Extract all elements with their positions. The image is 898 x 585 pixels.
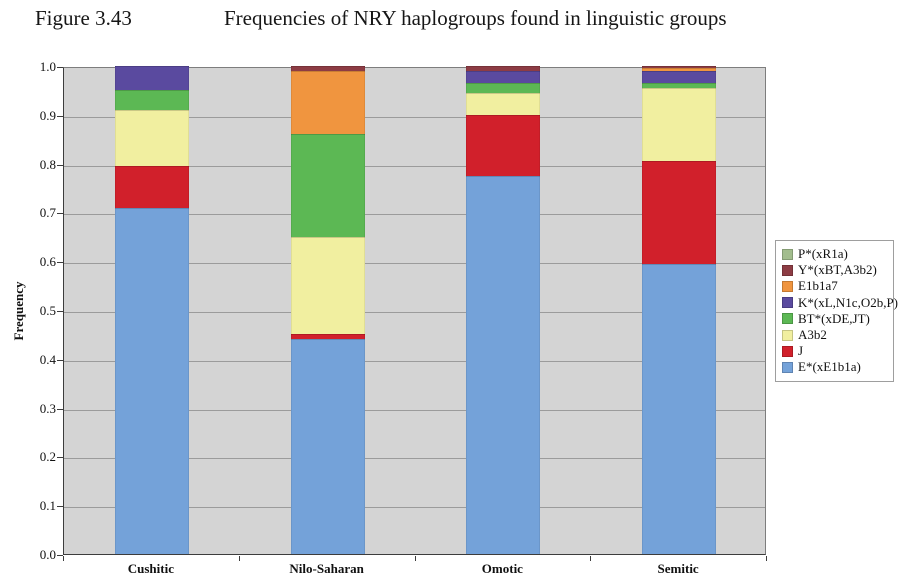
y-tick-mark [57,555,63,556]
gridline-0.4 [64,360,765,362]
gridline-0.5 [64,312,765,313]
legend-swatch [782,264,793,276]
legend-item: J [782,343,891,359]
legend-swatch [782,280,793,292]
bar-segment-cushitic-A3b2 [114,109,189,167]
y-tick-mark [57,359,63,361]
x-tick-mark [590,556,592,561]
x-category-label-semitic: Semitic [657,561,699,576]
legend-label: Y*(xBT,A3b2) [798,262,877,278]
x-tick-mark [63,556,64,561]
x-tick-mark [766,556,767,561]
bar-segment-cushitic-E*(xE1b1a) [114,207,189,554]
legend-item: E*(xE1b1a) [782,359,891,375]
gridline-0.2 [64,458,765,460]
bar-segment-nilo-saharan-BT*(xDE,JT) [290,134,365,237]
legend-label: BT*(xDE,JT) [798,310,870,326]
figure-number: Figure 3.43 [35,6,132,30]
bar-segment-nilo-saharan-J [290,334,365,340]
y-tick-mark [57,67,63,68]
bar-segment-nilo-saharan-E1b1a7 [290,70,365,135]
gridline-0.8 [64,165,765,167]
y-tick-mark [57,408,63,410]
y-tick-label-0.5: 0.5 [39,303,56,318]
bar-segment-nilo-saharan-A3b2 [290,236,365,335]
bar-segment-cushitic-K*(xL,N1c,O2b,P) [114,66,189,91]
x-category-label-cushitic: Cushitic [127,561,174,576]
y-tick-mark [57,213,63,215]
y-tick-mark [57,506,63,508]
bar-segment-omotic-K*(xL,N1c,O2b,P) [466,70,541,84]
y-tick-label-1.0: 1.0 [39,59,56,74]
legend-swatch [782,313,793,325]
gridline-0.7 [64,214,765,216]
bar-segment-omotic-E*(xE1b1a) [466,175,541,554]
bar-segment-semitic-E*(xE1b1a) [642,263,717,554]
legend-label: P*(xR1a) [798,246,848,262]
bar-segment-semitic-E1b1a7 [642,68,717,71]
bar-segment-omotic-J [466,114,541,176]
bar-segment-nilo-saharan-E*(xE1b1a) [290,339,365,554]
legend-item: K*(xL,N1c,O2b,P) [782,295,898,311]
x-tick-mark [414,556,416,561]
y-tick-label-0.4: 0.4 [39,351,56,367]
legend-item: BT*(xDE,JT) [782,311,891,327]
y-tick-label-0.3: 0.3 [39,400,56,416]
gridline-0.9 [64,116,765,118]
y-tick-mark [57,115,63,117]
legend-swatch [782,248,793,260]
legend-item: E1b1a7 [782,278,891,294]
legend-item: Y*(xBT,A3b2) [782,262,891,278]
legend-label: E1b1a7 [798,278,838,294]
legend-label: K*(xL,N1c,O2b,P) [798,294,898,310]
x-category-label-nilo-saharan: Nilo-Saharan [289,561,364,576]
gridline-0.3 [64,409,765,411]
bar-segment-omotic-A3b2 [466,92,541,115]
bar-segment-semitic-K*(xL,N1c,O2b,P) [642,70,717,84]
y-tick-label-0.0: 0.0 [39,547,56,562]
y-tick-label-0.2: 0.2 [39,449,56,465]
legend-swatch [782,329,793,341]
y-tick-label-0.8: 0.8 [39,156,56,172]
bar-segment-cushitic-J [114,166,189,208]
legend-label: E*(xE1b1a) [798,359,861,375]
y-tick-label-0.7: 0.7 [39,205,56,221]
y-tick-label-0.1: 0.1 [39,498,56,514]
legend-label: J [798,343,804,359]
gridline-0.1 [64,507,765,509]
x-category-label-omotic: Omotic [481,561,523,576]
y-tick-mark [57,311,63,312]
y-tick-mark [57,262,63,264]
y-tick-label-0.6: 0.6 [39,254,56,270]
bar-segment-omotic-Y*(xBT,A3b2) [466,66,541,71]
figure-title: Frequencies of NRY haplogroups found in … [224,6,727,30]
legend-item: P*(xR1a) [782,246,891,262]
legend-swatch [782,345,793,357]
legend: P*(xR1a) Y*(xBT,A3b2) E1b1a7 K*(xL,N1c,O2b,… [775,240,898,382]
y-tick-label-0.9: 0.9 [39,107,56,123]
legend-swatch [782,361,793,373]
bar-segment-semitic-Y*(xBT,A3b2) [642,66,717,69]
x-tick-mark [238,556,240,561]
bar-segment-omotic-BT*(xDE,JT) [466,83,541,93]
legend-swatch [782,297,793,309]
y-tick-mark [57,164,63,166]
bar-segment-semitic-BT*(xDE,JT) [642,83,717,88]
bar-segment-nilo-saharan-Y*(xBT,A3b2) [290,66,365,71]
bar-segment-semitic-A3b2 [642,87,717,162]
y-tick-mark [57,457,63,459]
bar-segment-semitic-J [642,161,717,264]
gridline-0.6 [64,263,765,265]
legend-item: A3b2 [782,327,891,343]
y-axis-title: Frequency [11,281,26,341]
legend-label: A3b2 [798,327,827,343]
bar-segment-cushitic-BT*(xDE,JT) [114,90,189,110]
plot-area [63,66,766,555]
